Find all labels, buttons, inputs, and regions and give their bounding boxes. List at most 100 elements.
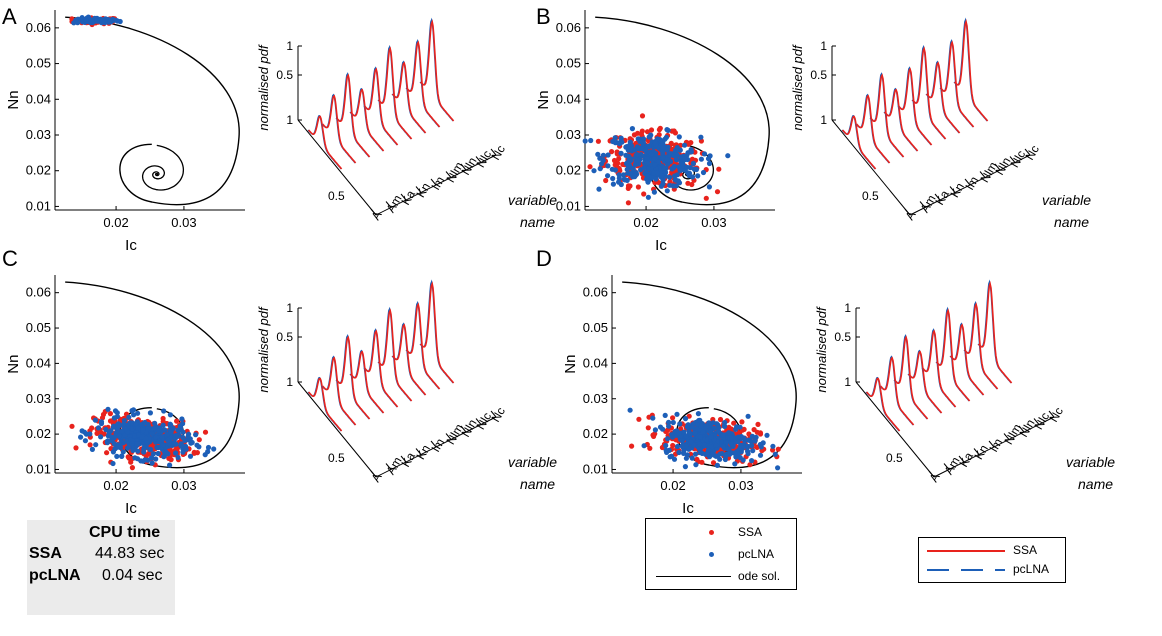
scatter-point-pclna (211, 446, 217, 452)
x-tick-label: 0.02 (103, 215, 128, 230)
scatter-point-pclna (150, 451, 156, 457)
scatter-point-ssa (641, 191, 647, 197)
pdf-variable-tick (994, 163, 1001, 171)
scatter-point-pclna (93, 442, 99, 448)
scatter-point-pclna (649, 151, 655, 157)
scatter-point-pclna (749, 458, 755, 464)
scatter-point-pclna (160, 422, 166, 428)
pdf-curve-ssa (856, 94, 891, 164)
scatter-point-ssa (639, 113, 646, 119)
pdf-z-label: normalised pdf (814, 306, 829, 393)
scatter-point-pclna (187, 453, 194, 459)
scatter-point-pclna (155, 450, 161, 457)
cpu-time-table: CPU time SSA 44.83 sec pcLNA 0.04 sec (27, 520, 175, 615)
scatter-point-pclna (173, 450, 179, 456)
scatter-point-ssa (94, 430, 100, 436)
scatter-point-pclna (666, 423, 672, 429)
pdf-legend: SSA pcLNA (918, 537, 1066, 583)
legend-pdf-pclna-label: pcLNA (1013, 562, 1050, 576)
pdf-curve-ssa (907, 350, 943, 414)
scatter-point-pclna (129, 408, 135, 414)
scatter-point-ssa (631, 132, 638, 138)
scatter-point-pclna (701, 442, 708, 448)
scatter-point-pclna (692, 430, 698, 436)
pdf-variable-tick (1018, 425, 1025, 433)
scatter-point-ssa (770, 447, 776, 453)
scatter-point-pclna (752, 438, 758, 444)
scatter-point-pclna (193, 432, 199, 438)
legend-ssa-marker (709, 530, 714, 535)
scatter-point-pclna (651, 189, 658, 195)
pdf-curve-ssa (964, 302, 999, 390)
pdf-variable-tick (490, 410, 497, 418)
scatter-point-pclna (110, 460, 116, 467)
x-tick-label: 0.03 (171, 215, 196, 230)
pdf-variable-label: Im (986, 436, 1005, 455)
y-tick-label: 0.01 (26, 198, 51, 213)
pdf-curve-ssa (392, 61, 427, 134)
scatter-point-pclna (95, 425, 102, 431)
scatter-point-pclna (644, 173, 651, 179)
pdf-curve-ssa (349, 88, 385, 152)
pdf-depth-axis (297, 119, 377, 216)
pdf-variable-label: Nc (488, 143, 507, 163)
scatter-point-pclna (600, 152, 607, 158)
scatter-point-pclna (205, 449, 211, 455)
pdf-z-tick-label: 0.5 (810, 68, 827, 82)
scatter-point-pclna (707, 429, 714, 435)
scatter-point-pclna (612, 135, 618, 141)
x-tick-label: 0.02 (633, 215, 658, 230)
scatter-point-pclna (723, 453, 729, 459)
scatter-point-pclna (652, 427, 659, 433)
legend-pdf-ssa-line (927, 550, 1005, 552)
scatter-point-ssa (104, 450, 110, 456)
pdf-curve-ssa (378, 46, 413, 140)
scatter-point-pclna (684, 452, 691, 458)
pdf-variable-label: Nc (488, 405, 507, 425)
scatter-point-pclna (657, 424, 664, 430)
pdf-curve-ssa (336, 73, 371, 158)
y-tick-label: 0.05 (26, 56, 51, 71)
scatter-point-pclna (665, 436, 671, 442)
pdf-curve-ssa (307, 115, 343, 170)
scatter-point-ssa (125, 454, 131, 460)
scatter-point-pclna (623, 152, 629, 158)
x-axis-label: Ic (655, 237, 667, 254)
scatter-point-pclna (599, 161, 605, 167)
scatter-point-pclna (646, 166, 652, 172)
scatter-point-ssa (99, 415, 106, 421)
pdf-x-label-line1: variable (1066, 454, 1115, 470)
y-tick-label: 0.04 (583, 355, 608, 370)
scatter-point-ssa (107, 411, 113, 417)
pdf-curve-ssa (912, 46, 947, 140)
scatter-point-pclna (718, 439, 724, 445)
scatter-point-pclna (700, 169, 707, 176)
scatter-point-pclna (723, 440, 729, 446)
pdf-curve-ssa (936, 308, 971, 402)
scatter-point-pclna (135, 410, 141, 416)
scatter-point-pclna (688, 147, 694, 153)
scatter-point-pclna (153, 456, 159, 462)
scatter-point-pclna (119, 428, 125, 434)
scatter-point-pclna (726, 430, 732, 436)
scatter-point-pclna (679, 161, 686, 167)
scatter-point-pclna (100, 18, 106, 24)
scatter-point-pclna (764, 432, 770, 438)
pdf-variable-tick (385, 463, 392, 470)
scatter-point-pclna (698, 134, 704, 140)
scatter-point-pclna (106, 430, 112, 436)
pdf-variable-tick (949, 186, 956, 193)
scatter-point-pclna (737, 454, 743, 461)
pdf-z-tick-label: 1 (820, 39, 827, 53)
scatter-point-pclna (625, 163, 632, 169)
scatter-point-pclna (623, 144, 629, 150)
pdf-depth-tick-label: 0.5 (886, 451, 903, 465)
scatter-point-pclna (108, 434, 115, 440)
scatter-point-pclna (674, 411, 680, 417)
scatter-point-pclna (134, 441, 140, 447)
pdf-z-tick-label: 1 (286, 375, 293, 389)
scatter-point-ssa (668, 140, 674, 146)
scatter-point-pclna (167, 412, 173, 418)
pdf-variable-tick (1033, 418, 1040, 425)
